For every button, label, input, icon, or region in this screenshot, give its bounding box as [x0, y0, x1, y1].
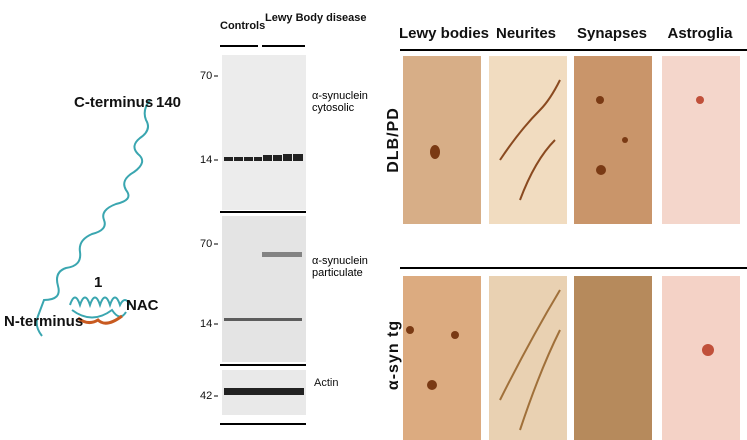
marker: 42 [200, 390, 212, 402]
column-label: Synapses [577, 25, 647, 42]
row-label: DLB/PD [385, 107, 402, 173]
panel-label: α-synuclein cytosolic [312, 90, 368, 114]
histology: Lewy bodies Neurites Synapses Astroglia … [385, 25, 747, 440]
marker: 14 [200, 318, 212, 330]
panel-label: α-synuclein particulate [312, 255, 368, 279]
panel-label: α-synuclein particulate [312, 255, 368, 279]
group-label: Lewy Body disease [265, 12, 367, 24]
marker: 70 [200, 70, 212, 82]
column-label: Lewy bodies [399, 25, 489, 42]
marker: 14 [200, 154, 212, 166]
end-residue: 140 [156, 94, 181, 111]
western-blot: Controls Lewy Body disease 70 14 70 14 4… [200, 12, 368, 425]
group-label: Controls [220, 20, 265, 32]
backbone [35, 99, 151, 337]
panel-label: Actin [314, 377, 338, 389]
group-label: Lewy Body disease [265, 12, 367, 24]
n-terminus: N-terminus [4, 313, 83, 330]
helix-edge [77, 314, 123, 325]
start-residue: 1 [94, 274, 102, 291]
column-label: Astroglia [667, 25, 733, 42]
marker: 70 [200, 238, 212, 250]
row-label: α-syn tg [385, 320, 402, 390]
nac-label: NAC [126, 297, 159, 314]
c-terminus: C-terminus [74, 94, 153, 111]
column-label: Neurites [496, 25, 556, 42]
panel-label: α-synuclein cytosolic [312, 90, 368, 114]
protein-structure: C-terminus 140 1 N-terminus NAC [4, 94, 181, 337]
helix [69, 296, 131, 319]
